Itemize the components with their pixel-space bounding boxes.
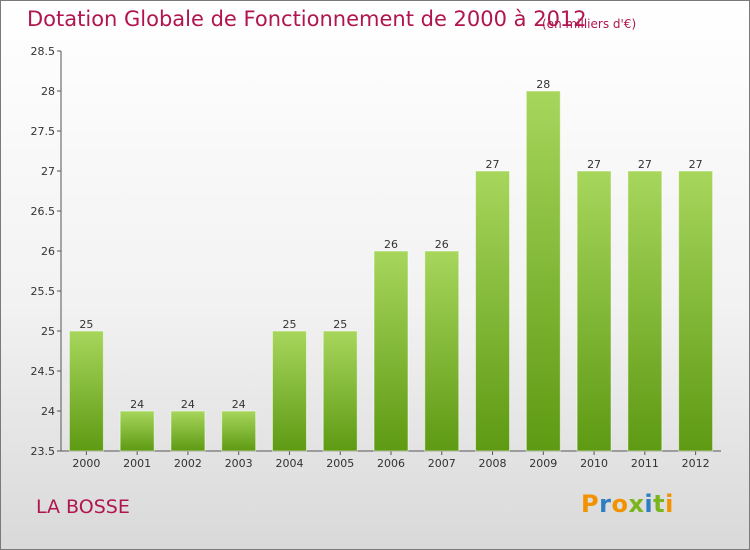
bar-2009 bbox=[525, 90, 561, 452]
bar-value-label: 25 bbox=[333, 318, 347, 331]
x-tick-label: 2003 bbox=[225, 457, 253, 470]
y-tick-label: 28 bbox=[41, 85, 55, 98]
y-tick-label: 27 bbox=[41, 165, 55, 178]
bar-2001 bbox=[119, 410, 155, 452]
logo-letter: x bbox=[628, 490, 645, 518]
chart-axes: 23.5 24 24.5 25 25.5 26 26.5 27 27.5 28 28.5 2000 20… bbox=[31, 45, 721, 470]
chart-data-labels: 25 24 24 24 25 25 26 26 27 28 27 27 27 bbox=[79, 78, 702, 411]
x-tick-label: 2005 bbox=[326, 457, 354, 470]
x-tick-label: 2000 bbox=[72, 457, 100, 470]
logo-letter: i bbox=[644, 490, 654, 518]
x-tick-label: 2002 bbox=[174, 457, 202, 470]
logo-letter: i bbox=[665, 490, 674, 518]
bar-2010 bbox=[576, 170, 612, 452]
y-tick-label: 26 bbox=[41, 245, 55, 258]
x-tick-label: 2001 bbox=[123, 457, 151, 470]
bar-value-label: 27 bbox=[486, 158, 500, 171]
y-tick-label: 25.5 bbox=[31, 285, 56, 298]
chart-bars bbox=[68, 90, 714, 452]
bar-value-label: 27 bbox=[587, 158, 601, 171]
logo-letter: r bbox=[599, 490, 612, 518]
x-tick-label: 2009 bbox=[529, 457, 557, 470]
x-tick-label: 2006 bbox=[377, 457, 405, 470]
x-tick-label: 2012 bbox=[682, 457, 710, 470]
x-tick-label: 2004 bbox=[275, 457, 303, 470]
y-tick-label: 25 bbox=[41, 325, 55, 338]
y-tick-label: 23.5 bbox=[31, 445, 56, 458]
y-tick-label: 28.5 bbox=[31, 45, 56, 58]
chart-title: Dotation Globale de Fonctionnement de 20… bbox=[27, 7, 587, 31]
x-tick-label: 2010 bbox=[580, 457, 608, 470]
bar-value-label: 26 bbox=[435, 238, 449, 251]
bar-2012 bbox=[678, 170, 714, 452]
bar-2002 bbox=[170, 410, 206, 452]
bar-2004 bbox=[271, 330, 307, 452]
x-tick-label: 2007 bbox=[428, 457, 456, 470]
bar-2007 bbox=[424, 250, 460, 452]
bar-2011 bbox=[627, 170, 663, 452]
bar-value-label: 24 bbox=[181, 398, 195, 411]
bar-value-label: 28 bbox=[536, 78, 550, 91]
bar-value-label: 26 bbox=[384, 238, 398, 251]
bar-2008 bbox=[475, 170, 511, 452]
bar-2005 bbox=[322, 330, 358, 452]
bar-2006 bbox=[373, 250, 409, 452]
bar-2003 bbox=[221, 410, 257, 452]
bar-value-label: 24 bbox=[232, 398, 246, 411]
chart-subtitle: (en milliers d'€) bbox=[542, 17, 637, 31]
proxiti-logo: Proxiti bbox=[581, 490, 674, 518]
bar-2000 bbox=[68, 330, 104, 452]
logo-letter: t bbox=[653, 490, 666, 518]
x-tick-label: 2011 bbox=[631, 457, 659, 470]
y-tick-label: 24.5 bbox=[31, 365, 56, 378]
x-tick-label: 2008 bbox=[479, 457, 507, 470]
logo-letter: o bbox=[611, 490, 629, 518]
bar-value-label: 25 bbox=[79, 318, 93, 331]
y-tick-label: 26.5 bbox=[31, 205, 56, 218]
commune-name: LA BOSSE bbox=[36, 496, 130, 518]
logo-letter: P bbox=[581, 490, 600, 518]
bar-value-label: 27 bbox=[638, 158, 652, 171]
y-tick-label: 27.5 bbox=[31, 125, 56, 138]
bar-value-label: 25 bbox=[282, 318, 296, 331]
y-tick-label: 24 bbox=[41, 405, 55, 418]
bar-value-label: 24 bbox=[130, 398, 144, 411]
bar-value-label: 27 bbox=[689, 158, 703, 171]
